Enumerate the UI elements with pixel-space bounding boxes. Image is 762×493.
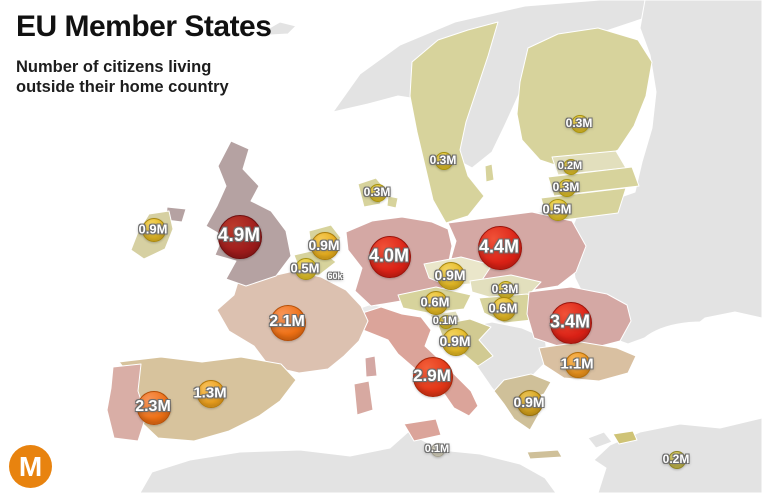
bubble-bulgaria <box>565 352 591 378</box>
map-shape-sweden <box>409 21 499 224</box>
bubble-sweden <box>435 152 453 170</box>
bubble-croatia <box>442 328 470 356</box>
map-shape-corsica <box>364 355 378 378</box>
bubble-label-greece: 0.9M <box>513 394 545 410</box>
bubble-france <box>270 305 306 341</box>
bubble-italy <box>413 357 453 397</box>
brand-logo-letter: M <box>18 450 43 482</box>
page-title: EU Member States <box>16 10 272 43</box>
bubble-label-finland: 0.3M <box>565 116 593 130</box>
bubble-label-france: 2.1M <box>269 313 305 330</box>
bubble-label-austria: 0.6M <box>420 294 450 310</box>
bubble-label-netherlands: 0.9M <box>308 237 340 253</box>
bubble-poland <box>478 226 522 270</box>
bubble-belgium <box>295 258 317 280</box>
bubble-label-germany: 4.0M <box>368 245 410 266</box>
bubble-estonia <box>563 159 579 175</box>
bubble-malta <box>431 443 445 457</box>
bubble-label-poland: 4.4M <box>478 236 520 257</box>
bubble-finland <box>571 115 589 133</box>
bubble-label-romania: 3.4M <box>549 311 591 332</box>
bubble-cyprus <box>668 451 686 469</box>
map-shape-gotland <box>484 163 495 183</box>
bubble-label-portugal: 2.3M <box>135 398 171 415</box>
bubble-ireland <box>142 218 166 242</box>
bubble-label-spain: 1.3M <box>193 384 227 402</box>
bubble-label-slovakia: 0.3M <box>491 282 519 296</box>
bubble-portugal <box>137 391 171 425</box>
map-shape-sicily <box>403 418 442 442</box>
bubble-label-luxembourg: 60k <box>327 271 343 281</box>
map-shape-north-africa <box>139 431 557 493</box>
bubble-united-kingdom <box>218 215 262 259</box>
bubble-label-slovenia: 0.1M <box>432 315 458 327</box>
bubble-label-denmark: 0.3M <box>363 185 391 199</box>
bubble-netherlands <box>311 232 339 260</box>
bubble-lithuania <box>547 199 569 221</box>
bubble-label-czechia: 0.9M <box>434 267 466 283</box>
bubble-hungary <box>492 297 516 321</box>
map-shape-denmark-isles <box>386 195 399 209</box>
brand-logo: M <box>9 445 52 488</box>
map-shape-black-sea-east <box>705 343 762 393</box>
map-shape-turkey-nw <box>587 431 613 449</box>
bubble-slovenia <box>439 315 453 329</box>
map-shape-crete <box>526 449 563 460</box>
bubble-label-lithuania: 0.5M <box>542 201 572 217</box>
bubble-label-belgium: 0.5M <box>290 260 320 276</box>
bubble-label-bulgaria: 1.1M <box>560 355 594 373</box>
bubble-romania <box>550 302 592 344</box>
map-shape-portugal <box>106 363 147 442</box>
bubble-germany <box>369 236 411 278</box>
bubble-latvia <box>558 179 576 197</box>
bubble-austria <box>424 291 448 315</box>
map-shape-sardinia <box>353 380 374 416</box>
map-shape-finland <box>516 27 653 169</box>
bubble-denmark <box>369 184 387 202</box>
bubble-greece <box>517 390 543 416</box>
bubble-label-united-kingdom: 4.9M <box>217 225 261 246</box>
bubble-label-hungary: 0.6M <box>488 300 518 316</box>
bubble-czechia <box>437 262 465 290</box>
bubble-label-sweden: 0.3M <box>429 153 457 167</box>
bubble-label-latvia: 0.3M <box>552 180 580 194</box>
map-shape-iceland <box>265 21 297 36</box>
bubble-label-ireland: 0.9M <box>138 221 168 237</box>
title-block: EU Member States Number of citizens livi… <box>16 10 272 97</box>
bubble-label-cyprus: 0.2M <box>662 452 690 466</box>
bubble-spain <box>197 380 225 408</box>
page-subtitle: Number of citizens living outside their … <box>16 58 229 97</box>
map-shape-cyprus <box>612 430 638 445</box>
bubble-label-croatia: 0.9M <box>439 333 471 349</box>
bubble-label-malta: 0.1M <box>424 443 450 455</box>
bubble-label-italy: 2.9M <box>413 366 451 385</box>
bubble-label-estonia: 0.2M <box>557 160 583 172</box>
